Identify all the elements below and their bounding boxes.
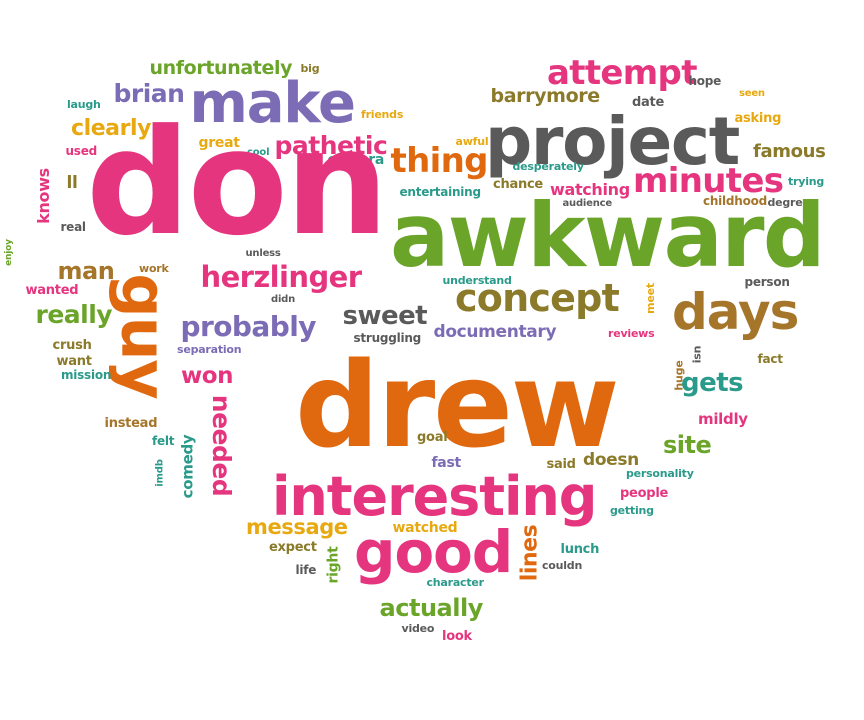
word-actually: actually (379, 594, 484, 622)
word-big: big (300, 61, 320, 75)
word-separation: separation (177, 342, 242, 356)
word-unless: unless (245, 248, 281, 259)
word-comedy: comedy (178, 434, 197, 498)
word-gets: gets (681, 368, 744, 398)
word-make: make (189, 71, 357, 136)
word-knows: knows (33, 168, 53, 224)
word-won: won (181, 362, 234, 389)
word-lines: lines (516, 524, 542, 582)
word-video: video (401, 621, 435, 635)
word-minutes: minutes (633, 161, 784, 201)
word-asking: asking (734, 110, 782, 126)
word-hope: hope (688, 74, 722, 88)
word-cool: cool (247, 147, 270, 158)
word-drew: drew (295, 336, 620, 474)
word-pathetic: pathetic (274, 130, 388, 160)
word-unfortunately: unfortunately (149, 56, 293, 79)
word-watching: watching (550, 180, 630, 199)
word-probably: probably (180, 310, 317, 343)
word-fast: fast (431, 455, 462, 471)
word-wanted: wanted (25, 282, 79, 298)
word-felt: felt (152, 434, 175, 448)
word-couldn: couldn (542, 558, 583, 572)
word-goal: goal (417, 429, 448, 445)
word-days: days (672, 283, 799, 341)
word-famous: famous (753, 141, 826, 162)
word-camera: camera (327, 152, 385, 168)
word-fact: fact (757, 352, 783, 366)
word-look: look (442, 628, 472, 644)
word-lunch: lunch (560, 541, 600, 557)
word-instead: instead (104, 415, 158, 431)
word-documentary: documentary (433, 321, 557, 342)
word-entertaining: entertaining (399, 185, 482, 199)
word-concept: concept (455, 276, 620, 320)
word-work: work (139, 261, 169, 275)
word-getting: getting (610, 503, 654, 517)
word-isn: isn (690, 345, 704, 363)
word-really: really (35, 299, 113, 329)
word-awkward: awkward (390, 184, 826, 287)
word-seen: seen (739, 88, 765, 99)
word-person: person (744, 275, 790, 289)
word-interesting: interesting (272, 465, 597, 528)
word-used: used (65, 144, 98, 158)
word-imdb: imdb (154, 459, 166, 487)
word-trying: trying (788, 174, 825, 188)
word-needed: needed (206, 394, 236, 496)
word-degrees: degrees (767, 195, 817, 209)
word-want: want (56, 353, 92, 369)
word-struggling: struggling (353, 331, 422, 345)
word-attempt: attempt (547, 53, 697, 93)
word-enjoy: enjoy (3, 238, 14, 266)
word-life: life (295, 563, 317, 577)
word-barrymore: barrymore (490, 84, 601, 107)
word-people: people (620, 485, 669, 501)
word-real: real (60, 220, 87, 234)
word-right: right (324, 546, 341, 584)
word-don: don (86, 98, 389, 268)
word-mission: mission (61, 368, 112, 382)
word-thing: thing (390, 141, 489, 181)
word-good: good (354, 518, 513, 586)
word-said: said (546, 456, 576, 472)
word-guy: guy (107, 273, 181, 399)
word-personality: personality (626, 466, 694, 480)
word-watched: watched (392, 520, 458, 536)
word-didn: didn (271, 294, 296, 305)
word-character: character (426, 575, 485, 589)
word-mildly: mildly (698, 409, 748, 428)
word-reviews: reviews (608, 326, 655, 340)
word-doesn: doesn (583, 449, 639, 470)
word-crush: crush (52, 337, 92, 353)
word-brian: brian (113, 78, 185, 108)
word-laugh: laugh (67, 97, 101, 111)
word-clearly: clearly (71, 116, 152, 141)
word-childhood: childhood (703, 194, 767, 208)
word-message: message (246, 514, 348, 539)
word-expect: expect (269, 539, 317, 555)
word-herzlinger: herzlinger (200, 259, 363, 294)
word-man: man (57, 257, 115, 285)
word-friends: friends (361, 107, 404, 121)
word-site: site (663, 431, 712, 459)
word-sweet: sweet (342, 301, 428, 331)
word-desperately: desperately (512, 159, 585, 173)
word-understand: understand (442, 273, 512, 287)
word-awful: awful (455, 134, 489, 148)
word-chance: chance (493, 176, 543, 192)
word-great: great (198, 135, 240, 151)
word-audience: audience (562, 198, 613, 209)
word-ll: ll (66, 172, 78, 193)
word-meet: meet (643, 282, 657, 314)
word-project: project (485, 103, 740, 180)
word-date: date (632, 94, 665, 110)
